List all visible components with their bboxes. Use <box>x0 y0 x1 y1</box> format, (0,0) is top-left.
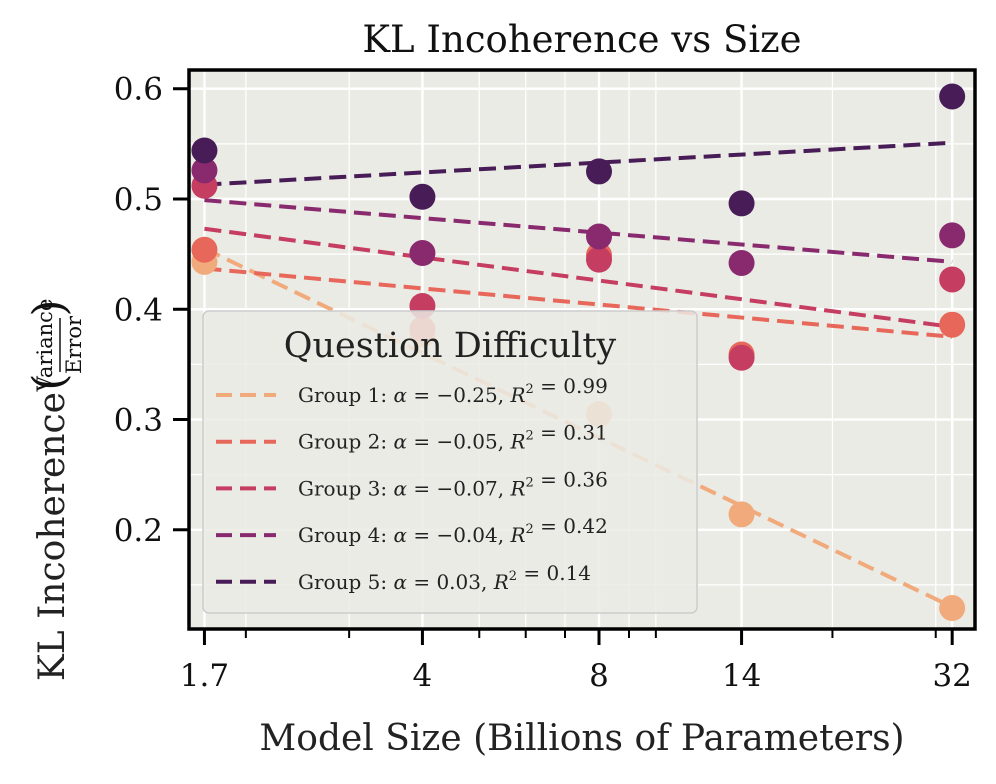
point-group-5 <box>191 137 218 164</box>
point-group-5 <box>728 190 755 217</box>
y-tick-label: 0.3 <box>114 403 163 439</box>
point-group-2 <box>191 236 218 263</box>
y-tick-label: 0.6 <box>114 72 163 108</box>
legend-label: Group 2: α = −0.05, R2 = 0.31 <box>298 421 608 454</box>
legend-label: Group 1: α = −0.25, R2 = 0.99 <box>298 374 608 407</box>
legend-title: Question Difficulty <box>284 326 617 366</box>
legend-label: Group 3: α = −0.07, R2 = 0.36 <box>298 467 608 500</box>
y-axis-label-main: KL Incoherence <box>32 392 73 681</box>
point-group-4 <box>191 157 218 184</box>
legend-entries: Group 1: α = −0.25, R2 = 0.99 Group 2: α … <box>216 374 608 594</box>
legend: Question Difficulty Group 1: α = −0.25, … <box>202 310 698 614</box>
point-group-4 <box>409 240 436 267</box>
legend-box <box>202 310 698 614</box>
axis-ticks: 1.7 4 8 14 32 0.2 0.3 0.4 0.5 0.6 <box>114 72 972 694</box>
plot-frame <box>187 68 977 631</box>
x-tick-label: 14 <box>722 658 761 694</box>
legend-entry-group-4: Group 4: α = −0.04, R2 = 0.42 <box>216 514 608 547</box>
point-group-5 <box>409 183 436 210</box>
x-tick-label: 32 <box>932 658 971 694</box>
point-group-3 <box>586 246 613 273</box>
fit-line-group-2 <box>204 266 953 339</box>
y-tick-label: 0.4 <box>114 292 163 328</box>
point-group-5 <box>586 158 613 185</box>
point-group-1 <box>728 501 755 528</box>
chart-title: KL Incoherence vs Size <box>362 18 801 61</box>
y-axis-label-denominator: Error <box>62 315 86 374</box>
x-tick-label: 4 <box>413 658 433 694</box>
legend-entry-group-2: Group 2: α = −0.05, R2 = 0.31 <box>216 421 608 454</box>
y-axis-label-paren-open: ( <box>24 373 75 390</box>
legend-entry-group-1: Group 1: α = −0.25, R2 = 0.99 <box>216 374 608 407</box>
legend-entry-group-3: Group 3: α = −0.07, R2 = 0.36 <box>216 467 608 500</box>
x-tick-label: 8 <box>589 658 609 694</box>
point-group-3 <box>728 344 755 371</box>
point-group-4 <box>728 249 755 276</box>
point-group-4 <box>939 222 966 249</box>
x-tick-label: 1.7 <box>180 658 229 694</box>
y-axis-label-numerator: Variance <box>33 299 57 393</box>
legend-entry-group-5: Group 5: α = 0.03, R2 = 0.14 <box>216 561 591 594</box>
point-group-4 <box>586 223 613 250</box>
y-axis-label-paren-close: ) <box>24 299 75 316</box>
point-group-5 <box>939 83 966 110</box>
fit-line-group-3 <box>204 226 953 329</box>
point-group-3 <box>939 266 966 293</box>
x-axis-label: Model Size (Billions of Parameters) <box>259 718 904 759</box>
legend-label: Group 5: α = 0.03, R2 = 0.14 <box>298 561 591 594</box>
legend-label: Group 4: α = −0.04, R2 = 0.42 <box>298 514 608 547</box>
y-tick-label: 0.2 <box>114 513 163 549</box>
point-group-2 <box>939 311 966 338</box>
y-axis-label: KL Incoherence ( Variance Error ) <box>24 299 86 682</box>
y-tick-label: 0.5 <box>114 182 163 218</box>
fit-line-group-4 <box>204 198 953 264</box>
point-group-1 <box>939 595 966 622</box>
